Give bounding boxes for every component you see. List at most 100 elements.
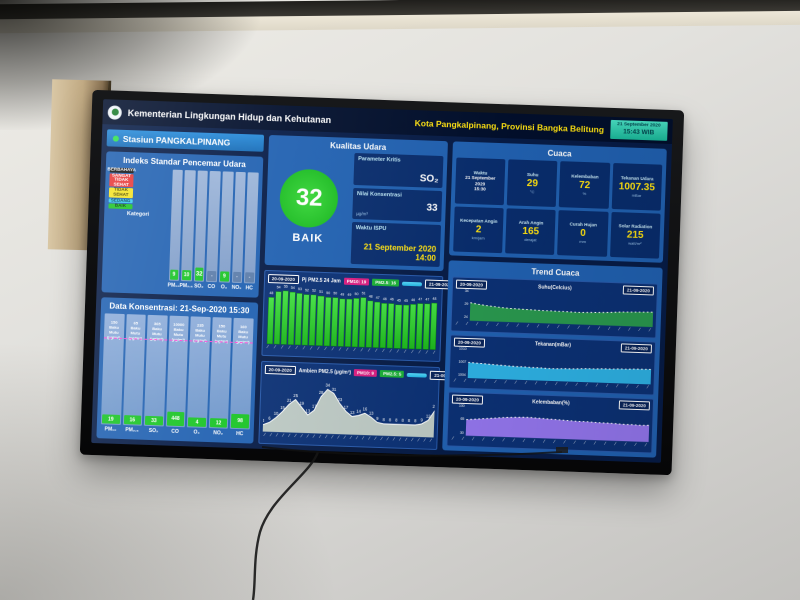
x-tick: ∕ <box>493 436 495 443</box>
konsentrasi-bar-track: 365 Baku Mutu (µg/m³) 33 <box>143 314 168 427</box>
konsentrasi-bar-track: 150 Baku Mutu (µg/m³) 12 <box>208 317 232 429</box>
pj-bar-value: 48 <box>269 291 274 296</box>
cuaca-grid: Waktu 21 September 2020 15:30 Suhu 29 °C Kelemb… <box>453 157 663 259</box>
pj-bar-value: 52 <box>312 288 317 294</box>
x-tick: ∕ <box>614 441 616 447</box>
x-tick: ∕ <box>456 320 458 326</box>
x-tick: ∕ <box>318 346 319 352</box>
trend-panel: Trend Cuaca 20-09-2020 Suhu(Celcius) 21-09… <box>442 260 663 458</box>
pollutant-label: SO₂ <box>193 283 204 290</box>
pollutant-label: PM₂.₅ <box>179 282 193 290</box>
ispu-value-chip: 10 <box>182 270 192 281</box>
x-tick: ∕ <box>397 348 399 354</box>
x-tick: ∕ <box>411 437 413 443</box>
x-tick: ∕ <box>618 325 620 331</box>
svg-text:13: 13 <box>369 411 374 416</box>
trend-y-axis: 34 29 24 <box>455 289 469 321</box>
x-tick: ∕ <box>267 344 269 350</box>
konsentrasi-value-chip: 33 <box>144 415 163 426</box>
x-tick: ∕ <box>344 434 346 440</box>
x-tick: ∕ <box>527 322 529 328</box>
cuaca-cell: Waktu 21 September 2020 15:30 <box>454 157 506 205</box>
ispu-pollutant: - HC <box>244 172 259 293</box>
svg-text:16: 16 <box>362 407 367 412</box>
x-tick: ∕ <box>505 379 507 385</box>
chart-scrollbar <box>401 281 423 286</box>
svg-text:8: 8 <box>395 418 398 423</box>
cuaca-label: Curah Hujan <box>569 221 597 228</box>
x-tick: ∕ <box>303 345 305 351</box>
legend-chip: PM2.5: 16 <box>372 278 400 287</box>
y-tick-label: 24 <box>463 315 468 320</box>
cuaca-label: Solar Radiation <box>618 223 653 230</box>
trend-area-chart <box>469 289 654 328</box>
x-tick: ∕ <box>616 383 618 389</box>
parameter-kritis-box: Parameter Kritis SO₂ <box>353 152 444 188</box>
x-tick: ∕ <box>325 434 327 440</box>
x-tick: ∕ <box>411 349 413 355</box>
kategori-label: Kategori <box>126 211 150 219</box>
pj-bar-value: 51 <box>319 290 324 295</box>
x-tick: ∕ <box>558 323 559 329</box>
cuaca-cell: Suhu 29 °C <box>507 159 558 207</box>
cuaca-value: 165 <box>522 226 540 238</box>
cuaca-cell: Tekanan Udara 1007.35 mBar <box>611 162 663 211</box>
trend-chart: 20-09-2020 Tekanan(mBar) 21-09-2020 1010 100… <box>448 334 657 396</box>
legend-chip: PM10: 19 <box>343 277 370 286</box>
location-pin-icon <box>112 135 119 142</box>
pj-bar-value: 50 <box>354 292 359 297</box>
cuaca-value: 29 <box>526 177 539 190</box>
x-tick: ∕ <box>543 438 545 444</box>
x-tick: ∕ <box>472 436 474 442</box>
trend-area-chart <box>465 404 650 443</box>
pj-bar: 48 <box>429 291 438 351</box>
dashboard-content: Stasiun PANGKALPINANG Indeks Standar Pen… <box>91 124 672 463</box>
svg-text:12: 12 <box>426 414 431 419</box>
x-tick: ∕ <box>354 347 356 353</box>
cuaca-label: Kecepatan Angin <box>460 217 498 225</box>
x-tick: ∕ <box>307 433 309 439</box>
konsentrasi-column: 150 Baku Mutu (µg/m³) 12 NO₂ <box>208 317 232 439</box>
tv-frame: Kementerian Lingkungan Hidup dan Kehutan… <box>79 89 685 476</box>
x-tick: ∕ <box>578 324 580 330</box>
cuaca-value: 72 <box>578 179 591 192</box>
legend-chip: PM2.5: 5 <box>379 370 405 379</box>
clock-box: 21 September 2020 15:43 WIB <box>609 120 668 141</box>
x-tick: ∕ <box>368 347 370 353</box>
left-column: Stasiun PANGKALPINANG Indeks Standar Pen… <box>96 129 264 444</box>
konsentrasi-column: 10000 Baku Mutu (µg/m³) 448 CO <box>165 315 189 438</box>
x-tick: ∕ <box>274 344 276 350</box>
x-tick: ∕ <box>627 383 629 389</box>
cuaca-cell: Arah Angin 165 derajat <box>505 207 557 256</box>
x-tick: ∕ <box>474 378 476 384</box>
nilai-konsentrasi-box: Nilai Konsentrasi 33 µg/m³ <box>352 187 443 223</box>
x-tick: ∕ <box>486 321 488 327</box>
x-tick: ∕ <box>649 327 651 333</box>
x-tick: ∕ <box>545 381 547 387</box>
x-tick: ∕ <box>454 377 456 383</box>
x-tick: ∕ <box>393 436 395 442</box>
cuaca-value: 215 <box>626 229 644 242</box>
svg-text:9: 9 <box>376 416 379 421</box>
x-tick: ∕ <box>295 433 297 439</box>
pollutant-label: NO₂ <box>231 284 242 292</box>
x-tick: ∕ <box>426 349 428 355</box>
aqi-value-circle: 32 <box>279 168 340 229</box>
trend-charts: 20-09-2020 Suhu(Celcius) 21-09-2020 34 29 24 ∕… <box>446 276 659 454</box>
pj-chart-panel: 20-09-2020 Pj PM2.5 24 Jam PM10: 19 PM2.5… <box>261 269 457 363</box>
station-name: Stasiun PANGKALPINANG <box>122 133 231 148</box>
svg-text:19: 19 <box>299 401 304 406</box>
svg-text:23: 23 <box>337 397 342 402</box>
x-tick: ∕ <box>264 431 266 438</box>
x-tick: ∕ <box>608 325 610 331</box>
konsentrasi-bar-track: 160 Baku Mutu (µg/m³) 98 <box>230 317 254 430</box>
pj-bar-value: 46 <box>411 298 416 303</box>
cuaca-unit: mBar <box>631 192 642 198</box>
x-tick: ∕ <box>368 435 370 441</box>
x-tick: ∕ <box>464 378 466 384</box>
x-tick: ∕ <box>584 440 586 446</box>
x-tick: ∕ <box>296 345 298 351</box>
pj-chart-title: Pj PM2.5 24 Jam <box>301 276 341 285</box>
x-tick: ∕ <box>517 322 519 328</box>
x-tick: ∕ <box>430 437 432 443</box>
